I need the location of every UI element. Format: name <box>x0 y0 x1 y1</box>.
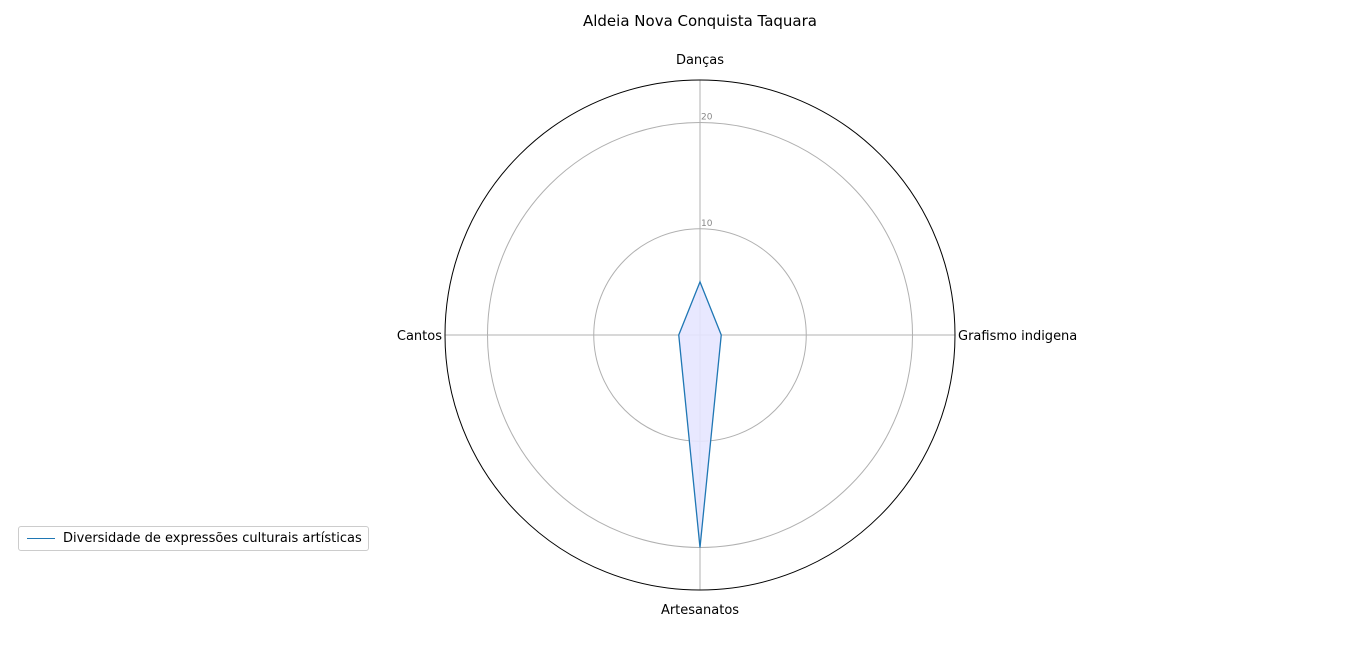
chart-title: Aldeia Nova Conquista Taquara <box>582 12 817 30</box>
series-area <box>678 280 722 548</box>
category-label: Danças <box>676 53 724 68</box>
category-label: Cantos <box>397 329 442 344</box>
category-label: Grafismo indigena <box>958 329 1077 344</box>
legend-line-swatch <box>27 538 55 539</box>
outer-frame-circle <box>444 79 956 591</box>
legend: Diversidade de expressões culturais artí… <box>18 526 369 551</box>
category-label: Artesanatos <box>661 603 739 618</box>
legend-label: Diversidade de expressões culturais artí… <box>63 531 362 546</box>
radial-tick-label: 20 <box>701 113 713 123</box>
radial-tick-label: 10 <box>701 219 713 229</box>
